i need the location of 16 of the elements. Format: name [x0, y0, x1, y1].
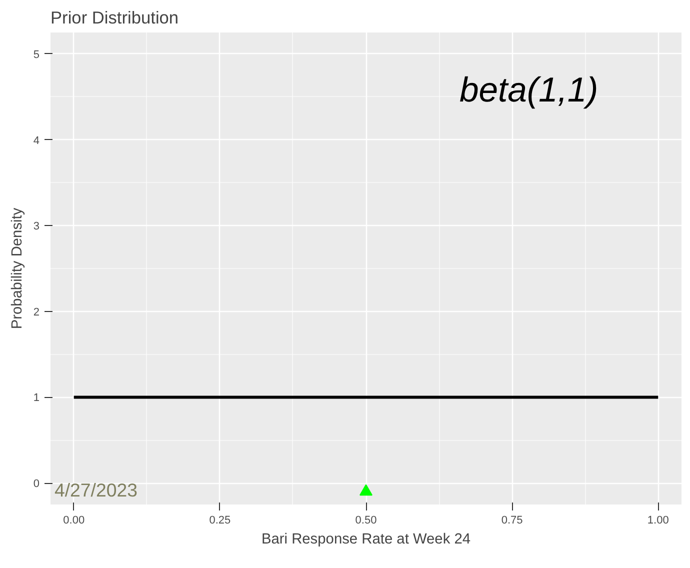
x-tick-label: 1.00 [647, 514, 669, 526]
y-tick-label: 1 [33, 392, 40, 404]
x-tick-label: 0.75 [501, 514, 523, 526]
y-tick-label: 2 [33, 306, 40, 318]
y-tick-label: 3 [33, 220, 40, 233]
annotation: 4/27/2023 [54, 480, 138, 500]
x-tick-label: 0.50 [355, 514, 377, 526]
chart-title: Prior Distribution [50, 8, 179, 28]
annotation: beta(1,1) [459, 72, 598, 110]
x-tick-label: 0.00 [63, 514, 85, 526]
x-axis-title: Bari Response Rate at Week 24 [261, 532, 471, 548]
x-tick-label: 0.25 [209, 514, 231, 526]
y-axis-title: Probability Density [9, 207, 26, 330]
y-tick-label: 4 [33, 134, 40, 147]
y-tick-label: 5 [33, 48, 40, 61]
y-tick-label: 0 [33, 478, 40, 490]
